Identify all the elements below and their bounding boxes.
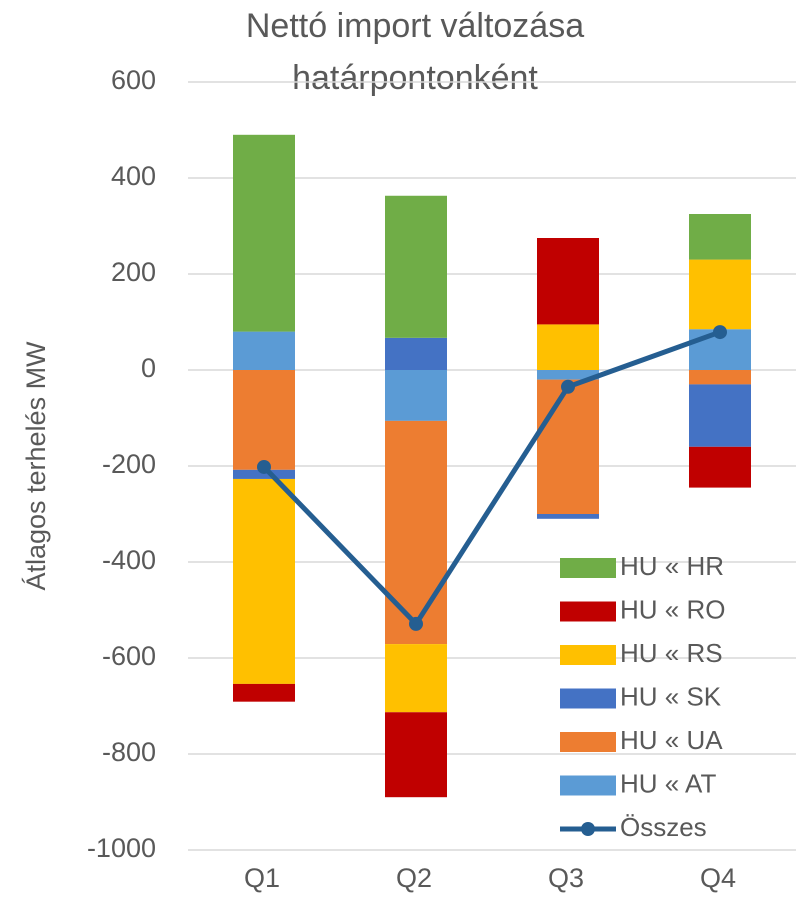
bar-segment: [689, 446, 751, 488]
chart-title: Nettó import változása: [246, 7, 584, 45]
total-line: [262, 329, 721, 627]
y-tick-label: 600: [111, 65, 156, 95]
legend-label: HU « SK: [620, 681, 722, 711]
y-tick-label: 400: [111, 161, 156, 191]
legend-label: Összes: [620, 812, 707, 842]
legend-marker: [581, 822, 595, 836]
legend-label: HU « RS: [620, 638, 723, 668]
bar-segment: [385, 420, 447, 645]
legend-swatch: [560, 645, 616, 665]
bar-segment: [689, 384, 751, 447]
legend-label: HU « RO: [620, 594, 725, 624]
chart-title: határpontonként: [292, 59, 538, 97]
y-tick-label: 200: [111, 257, 156, 287]
bar-segment: [233, 478, 295, 684]
bar-segment: [233, 331, 295, 370]
x-tick-label: Q3: [548, 863, 584, 893]
bar-segment: [233, 469, 295, 479]
total-marker: [713, 325, 727, 340]
bar-segment: [385, 370, 447, 421]
legend-label: HU « UA: [620, 725, 723, 755]
bar-segment: [537, 379, 599, 514]
y-tick-label: -400: [102, 545, 156, 575]
y-tick-label: -800: [102, 737, 156, 767]
x-tick-label: Q2: [396, 863, 432, 893]
legend-label: HU « AT: [620, 768, 716, 798]
legend-label: HU « HR: [620, 551, 724, 581]
legend-swatch: [560, 688, 616, 709]
legend-swatch: [560, 732, 616, 752]
bar-segment: [537, 514, 599, 519]
legend-swatch: [560, 558, 616, 578]
bar-segment: [689, 259, 751, 330]
bar-segment: [689, 370, 751, 385]
legend-swatch: [560, 775, 616, 796]
bar-segment: [233, 370, 295, 470]
y-tick-label: 0: [141, 353, 156, 383]
x-tick-label: Q1: [244, 863, 280, 893]
bar-segment: [537, 370, 599, 380]
total-marker: [409, 616, 423, 631]
y-tick-label: -600: [102, 641, 156, 671]
x-tick-label: Q4: [700, 863, 736, 893]
legend-swatch: [560, 601, 616, 622]
bar-segment: [385, 712, 447, 798]
total-marker: [561, 379, 575, 394]
y-axis-label: Átlagos terhelés MW: [21, 341, 51, 591]
bar-segment: [385, 337, 447, 370]
bar-segment: [385, 195, 447, 338]
bar-segment: [233, 134, 295, 332]
bar-segment: [385, 644, 447, 713]
bar-segment: [537, 324, 599, 370]
y-tick-label: -1000: [87, 833, 156, 863]
bar-segment: [233, 683, 295, 702]
bar-segment: [689, 214, 751, 260]
bar-segment: [537, 238, 599, 325]
y-tick-label: -200: [102, 449, 156, 479]
total-marker: [257, 459, 271, 474]
